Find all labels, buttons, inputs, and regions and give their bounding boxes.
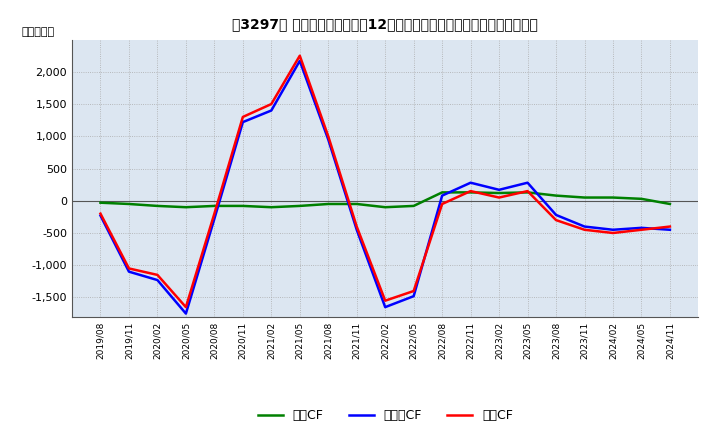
営業CF [495, 195, 503, 200]
営業CF [552, 217, 560, 223]
営業CF [381, 298, 390, 303]
フリーCF [295, 58, 304, 63]
営業CF [267, 102, 276, 107]
フリーCF [267, 108, 276, 113]
投資CF [96, 200, 105, 205]
フリーCF [495, 187, 503, 192]
営業CF [523, 188, 532, 194]
Line: フリーCF: フリーCF [101, 61, 670, 314]
営業CF [210, 211, 219, 216]
フリーCF [381, 304, 390, 310]
Text: （百万円）: （百万円） [22, 27, 55, 37]
フリーCF [608, 227, 617, 232]
フリーCF [580, 224, 589, 229]
フリーCF [324, 137, 333, 142]
営業CF [238, 114, 247, 120]
営業CF [153, 272, 162, 278]
Title: 【3297】 キャッシュフローの12か月移動合計の対前年同期増減額の推移: 【3297】 キャッシュフローの12か月移動合計の対前年同期増減額の推移 [233, 18, 538, 32]
投資CF [125, 202, 133, 207]
営業CF [637, 227, 646, 232]
営業CF [438, 202, 446, 207]
フリーCF [153, 277, 162, 282]
営業CF [324, 134, 333, 139]
投資CF [523, 190, 532, 195]
投資CF [295, 203, 304, 209]
Legend: 投資CF, フリーCF, 営業CF: 投資CF, フリーCF, 営業CF [253, 404, 518, 427]
営業CF [467, 188, 475, 194]
フリーCF [467, 180, 475, 185]
投資CF [267, 205, 276, 210]
投資CF [181, 205, 190, 210]
投資CF [552, 193, 560, 198]
投資CF [637, 196, 646, 202]
営業CF [181, 304, 190, 310]
Line: 営業CF: 営業CF [101, 56, 670, 307]
投資CF [608, 195, 617, 200]
投資CF [438, 190, 446, 195]
営業CF [125, 266, 133, 271]
フリーCF [210, 216, 219, 221]
投資CF [410, 203, 418, 209]
投資CF [665, 202, 674, 207]
投資CF [324, 202, 333, 207]
フリーCF [637, 225, 646, 231]
フリーCF [181, 311, 190, 316]
投資CF [495, 191, 503, 196]
フリーCF [552, 213, 560, 218]
Line: 投資CF: 投資CF [101, 192, 670, 207]
フリーCF [96, 213, 105, 218]
営業CF [352, 224, 361, 229]
投資CF [210, 203, 219, 209]
営業CF [295, 53, 304, 59]
投資CF [238, 203, 247, 209]
フリーCF [352, 227, 361, 232]
フリーCF [125, 269, 133, 274]
投資CF [580, 195, 589, 200]
営業CF [608, 231, 617, 236]
フリーCF [438, 193, 446, 198]
営業CF [410, 288, 418, 293]
投資CF [352, 202, 361, 207]
営業CF [580, 227, 589, 232]
投資CF [153, 203, 162, 209]
営業CF [96, 211, 105, 216]
投資CF [467, 190, 475, 195]
フリーCF [523, 180, 532, 185]
営業CF [665, 224, 674, 229]
投資CF [381, 205, 390, 210]
フリーCF [410, 293, 418, 299]
フリーCF [238, 120, 247, 125]
フリーCF [665, 227, 674, 232]
